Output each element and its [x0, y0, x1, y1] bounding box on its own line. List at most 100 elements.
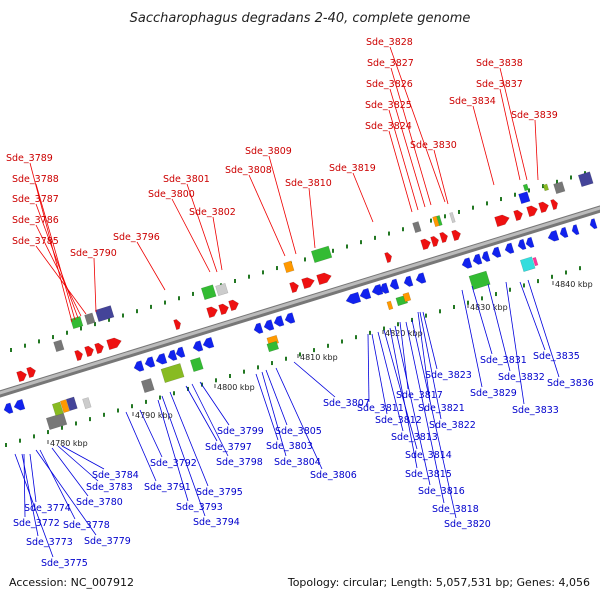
forward-gene-arrow: [513, 209, 523, 222]
reverse-gene-arrow: [345, 291, 362, 305]
gene-label-forward: Sde_3838: [476, 58, 523, 69]
forward-gene-arrow: [289, 281, 299, 294]
scale-tick-label: 4820 kbp: [385, 329, 423, 338]
gene-features: [3, 171, 598, 431]
track-dash: [360, 240, 362, 245]
label-connector: [405, 321, 445, 504]
gene-box: [519, 256, 536, 273]
label-connector: [499, 88, 521, 181]
track-dash: [584, 171, 586, 176]
gene-label-reverse: Sde_3784: [92, 470, 139, 481]
gene-box: [65, 396, 78, 412]
gene-box: [140, 378, 155, 394]
gene-label-forward: Sde_3785: [12, 236, 59, 247]
label-connector: [125, 411, 157, 482]
track-dash: [327, 343, 329, 348]
forward-gene-arrow: [430, 235, 439, 248]
reverse-gene-arrow: [263, 319, 275, 331]
track-dash: [66, 330, 68, 335]
track-dash: [257, 365, 259, 370]
gene-label-forward: Sde_3796: [113, 232, 160, 243]
forward-gene-arrow: [451, 229, 461, 242]
gene-label-forward: Sde_3819: [329, 163, 376, 174]
forward-gene-arrow: [420, 238, 431, 251]
label-connector: [389, 88, 426, 208]
track-dash: [486, 201, 488, 206]
label-connector: [136, 241, 166, 291]
track-dash: [369, 330, 371, 335]
track-dash: [47, 430, 49, 435]
track-dash: [346, 244, 348, 249]
label-connector: [157, 399, 189, 502]
gene-box: [82, 397, 92, 410]
track-dash: [500, 197, 502, 202]
reverse-gene-arrow: [202, 336, 215, 349]
reverse-gene-arrow: [371, 283, 384, 296]
forward-gene-arrow: [206, 306, 218, 319]
label-connector: [212, 216, 223, 271]
gene-label-reverse: Sde_3818: [432, 504, 479, 515]
gene-box: [553, 181, 566, 195]
track-dash: [495, 292, 497, 297]
track-dash: [159, 395, 161, 400]
reverse-gene-arrow: [284, 312, 296, 324]
gene-box: [522, 183, 530, 192]
gene-box: [532, 256, 539, 267]
label-connector: [519, 281, 546, 351]
track-dash: [38, 339, 40, 344]
reverse-gene-arrow: [525, 236, 535, 249]
label-connector: [265, 369, 288, 426]
gene-label-forward: Sde_3788: [12, 174, 59, 185]
forward-gene-arrow: [384, 252, 393, 264]
track-dash: [117, 408, 119, 413]
track-dash: [425, 313, 427, 318]
gene-label-reverse: Sde_3803: [266, 441, 313, 452]
gene-box: [266, 340, 280, 353]
label-connector: [35, 449, 97, 536]
gene-label-reverse: Sde_3807: [323, 398, 370, 409]
gene-box: [412, 221, 422, 234]
gene-label-reverse: Sde_3774: [24, 503, 71, 514]
track-dash: [579, 266, 581, 271]
reverse-gene-arrow: [175, 346, 186, 358]
gene-label-reverse: Sde_3805: [275, 426, 322, 437]
label-connector: [161, 395, 206, 517]
scale-ticks: 4780 kbp 4790 kbp 4800 kbp 4810 kbp 4820 kbp…: [47, 280, 593, 448]
track-dash: [472, 205, 474, 210]
gene-label-reverse: Sde_3811: [357, 403, 404, 414]
forward-gene-arrow: [16, 370, 27, 383]
gene-label-reverse: Sde_3813: [391, 432, 438, 443]
track-dash: [61, 425, 63, 430]
forward-gene-arrow: [106, 337, 122, 351]
reverse-gene-arrow: [461, 257, 473, 269]
label-connector: [57, 445, 99, 482]
gene-label-reverse: Sde_3775: [41, 558, 88, 569]
gene-box: [51, 401, 64, 417]
label-connector: [394, 325, 431, 486]
gene-label-reverse: Sde_3798: [216, 457, 263, 468]
gene-labels: Sde_3785 Sde_3786 Sde_3787 Sde_3788 Sde_3789…: [6, 37, 594, 569]
reverse-gene-arrow: [491, 246, 502, 258]
reverse-gene-arrow: [481, 250, 491, 263]
scale-tick-label: 4810 kbp: [300, 353, 338, 362]
gene-label-reverse: Sde_3795: [196, 487, 243, 498]
label-connector: [199, 381, 230, 426]
gene-label-reverse: Sde_3793: [176, 502, 223, 513]
gene-box: [432, 215, 440, 228]
label-connector: [487, 283, 511, 372]
track-dash: [262, 270, 264, 275]
forward-gene-arrow: [550, 199, 559, 211]
track-dash: [383, 326, 385, 331]
forward-gene-arrow: [84, 345, 94, 358]
track-dash: [444, 214, 446, 219]
reverse-gene-arrow: [3, 402, 14, 414]
reverse-gene-arrow: [415, 272, 427, 284]
label-connector: [186, 183, 218, 273]
label-connector: [367, 333, 370, 403]
label-connector: [93, 257, 97, 313]
track-dash: [481, 296, 483, 301]
gene-label-reverse: Sde_3791: [144, 482, 191, 493]
label-connector: [461, 289, 483, 388]
gene-label-forward: Sde_3786: [12, 215, 59, 226]
track-dash: [178, 296, 180, 301]
